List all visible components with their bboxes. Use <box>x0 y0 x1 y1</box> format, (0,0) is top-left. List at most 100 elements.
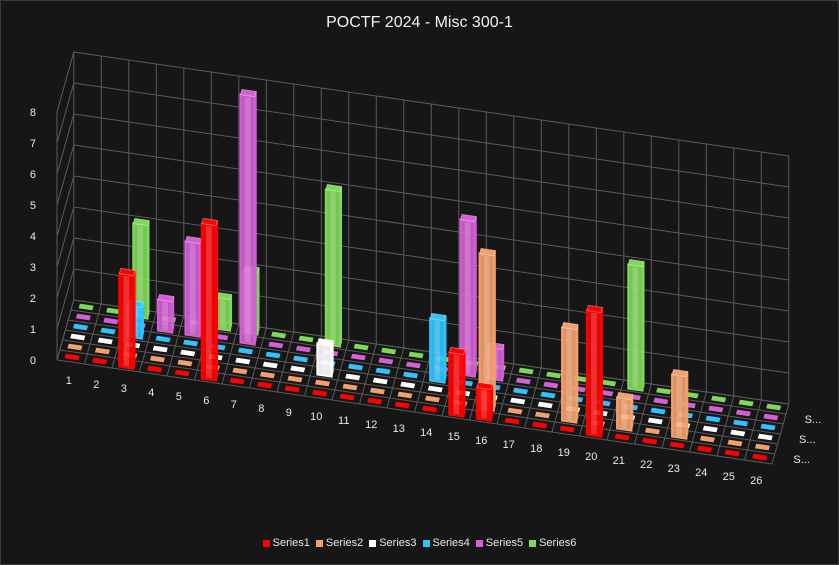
legend-label: Series3 <box>379 537 417 549</box>
bar-highlight <box>621 399 628 429</box>
bar-face <box>613 433 631 441</box>
bar-series4-13 <box>402 371 419 379</box>
legend-label: Series5 <box>485 537 524 549</box>
bar-face <box>75 313 92 321</box>
bar-face <box>405 361 422 369</box>
bar-series6-22 <box>655 387 672 395</box>
bar-face <box>316 337 334 347</box>
bar-highlight <box>483 255 490 409</box>
legend-item-series1: Series1 <box>262 537 310 549</box>
gridline <box>276 331 295 393</box>
bar-series1-19 <box>558 425 576 433</box>
bar-series3-12 <box>371 377 389 385</box>
bar-series2-9 <box>286 375 304 383</box>
bar-series1-11 <box>338 393 356 401</box>
bar-face <box>616 391 634 401</box>
gridline <box>634 383 652 445</box>
bar-face <box>476 381 494 391</box>
x-tick-label: 6 <box>203 395 209 407</box>
bar-face <box>347 363 364 371</box>
bar-face <box>77 303 95 311</box>
bar-face <box>424 395 441 403</box>
bar-face <box>239 88 257 98</box>
gridline <box>56 299 75 361</box>
bar-face <box>371 377 389 385</box>
bar-series3-7 <box>234 357 252 365</box>
bar-face <box>179 349 197 357</box>
bar-face <box>314 379 331 387</box>
bar-face <box>531 421 548 429</box>
bar-series2-14 <box>424 395 441 403</box>
bar-series6-1 <box>77 303 95 311</box>
bar-series3-5 <box>179 349 197 357</box>
bar-face <box>369 387 386 395</box>
bar-series6-11 <box>352 343 370 351</box>
bar-face <box>561 321 579 331</box>
legend-label: Series4 <box>432 537 470 549</box>
depth-tick-label: S... <box>793 454 810 466</box>
gridline <box>56 206 75 268</box>
bar-series1-18 <box>531 421 548 429</box>
bar-series3-24 <box>701 425 719 433</box>
y-tick-label: 5 <box>30 200 36 212</box>
bar-series5-4 <box>156 293 175 334</box>
bar-face <box>534 411 551 419</box>
bar-highlight <box>137 225 144 317</box>
bar-face <box>429 312 447 322</box>
gridline <box>771 403 790 465</box>
bar-face <box>641 437 658 445</box>
gridline <box>221 323 240 385</box>
bar-face <box>99 327 117 335</box>
bar-face <box>459 213 477 223</box>
bar-series4-12 <box>374 367 392 375</box>
bar-series4-2 <box>99 327 117 335</box>
bar-series5-15 <box>459 213 477 378</box>
bar-series5-8 <box>267 341 285 349</box>
bar-face <box>732 419 749 427</box>
x-tick-label: 9 <box>286 407 292 419</box>
bar-face <box>267 341 285 349</box>
bar-face <box>671 368 689 378</box>
bar-series2-17 <box>506 407 524 415</box>
bar-series1-22 <box>641 437 658 445</box>
bar-face <box>338 393 356 401</box>
bar-face <box>723 449 741 457</box>
x-tick-label: 11 <box>338 415 349 427</box>
gridline <box>56 175 75 237</box>
bar-series2-1 <box>66 343 84 351</box>
bar-face <box>201 217 219 227</box>
bar-series1-4 <box>146 365 163 373</box>
bar-series2-7 <box>231 367 249 375</box>
bar-face <box>652 397 670 405</box>
bar-face <box>726 439 744 447</box>
bar-highlight <box>632 266 639 389</box>
bar-series6-26 <box>765 403 782 411</box>
bar-face <box>762 413 780 421</box>
bar-series5-24 <box>707 405 725 413</box>
bar-face <box>729 429 747 437</box>
bar-face <box>509 397 527 405</box>
bar-face <box>283 385 301 393</box>
bar-series2-25 <box>726 439 744 447</box>
bar-face <box>539 391 557 399</box>
bar-face <box>735 409 752 417</box>
bar-face <box>352 343 370 351</box>
bar-series4-22 <box>649 407 667 415</box>
gridline <box>56 113 75 175</box>
bar-face <box>366 397 383 405</box>
bar-series2-10 <box>314 379 331 387</box>
bar-face <box>256 381 273 389</box>
bar-face <box>586 304 604 314</box>
bar-series4-8 <box>264 351 282 359</box>
y-tick-label: 6 <box>30 169 36 181</box>
bar-series1-26 <box>751 453 768 461</box>
bar-series6-18 <box>545 371 562 379</box>
bar-series2-12 <box>369 387 386 395</box>
bar-series3-2 <box>96 337 114 345</box>
bar-face <box>704 415 722 423</box>
legend-item-series2: Series2 <box>315 537 363 549</box>
bar-series2-18 <box>534 411 551 419</box>
legend-label: Series6 <box>539 537 577 549</box>
x-tick-label: 12 <box>365 419 377 431</box>
